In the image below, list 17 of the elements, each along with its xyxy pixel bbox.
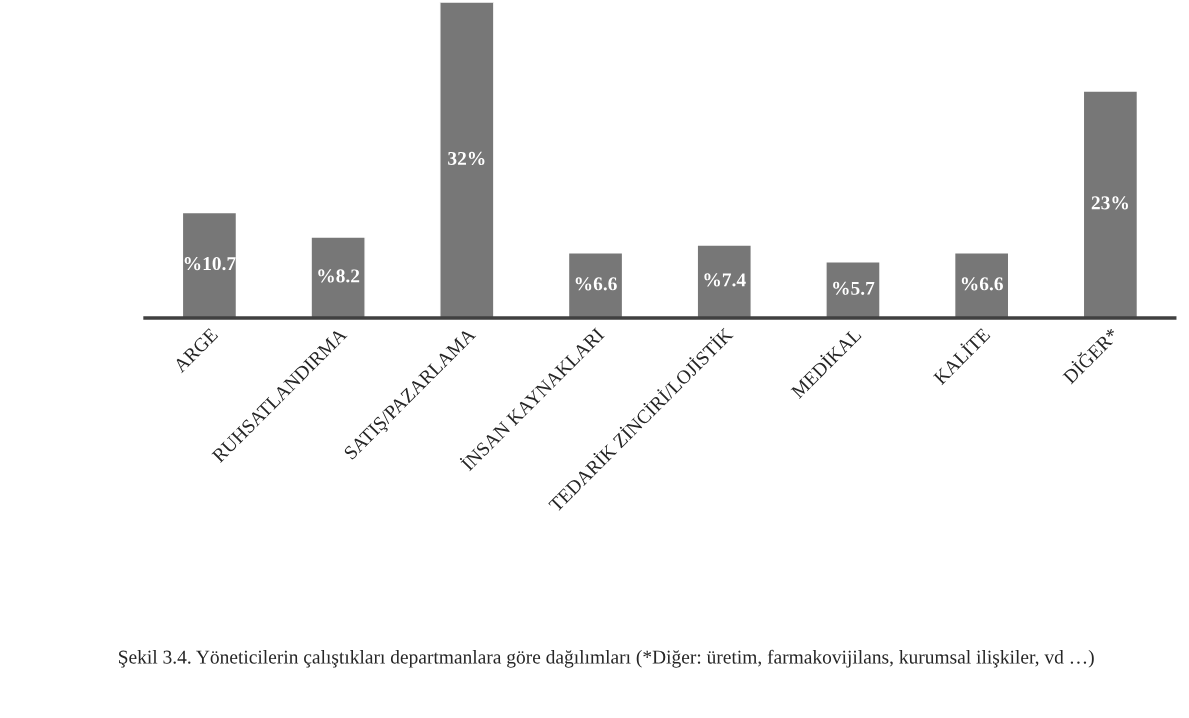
bar <box>310 236 366 319</box>
bar <box>1082 90 1139 319</box>
data-label: %7.4 <box>704 273 746 287</box>
bar <box>567 252 624 319</box>
data-label: 32% <box>448 151 485 166</box>
bar <box>696 244 752 319</box>
bar <box>439 2 495 319</box>
data-label: %6.6 <box>961 277 1003 291</box>
text: Şekil 3.4. Yöneticilerin çalıştıkları departmanlara göre dağılımları (*Diğer: üretim, farmakovijilans, kurumsal ilişkiler, vd …) <box>119 649 1094 668</box>
data-label: %5.7 <box>833 281 875 295</box>
data-label: %8.2 <box>318 269 360 283</box>
data-label: %6.6 <box>575 277 617 291</box>
data-label: 23% <box>1091 196 1128 210</box>
bar <box>953 252 1010 319</box>
data-label: %10.7 <box>184 257 236 271</box>
bar <box>825 261 881 319</box>
bar <box>181 211 238 319</box>
